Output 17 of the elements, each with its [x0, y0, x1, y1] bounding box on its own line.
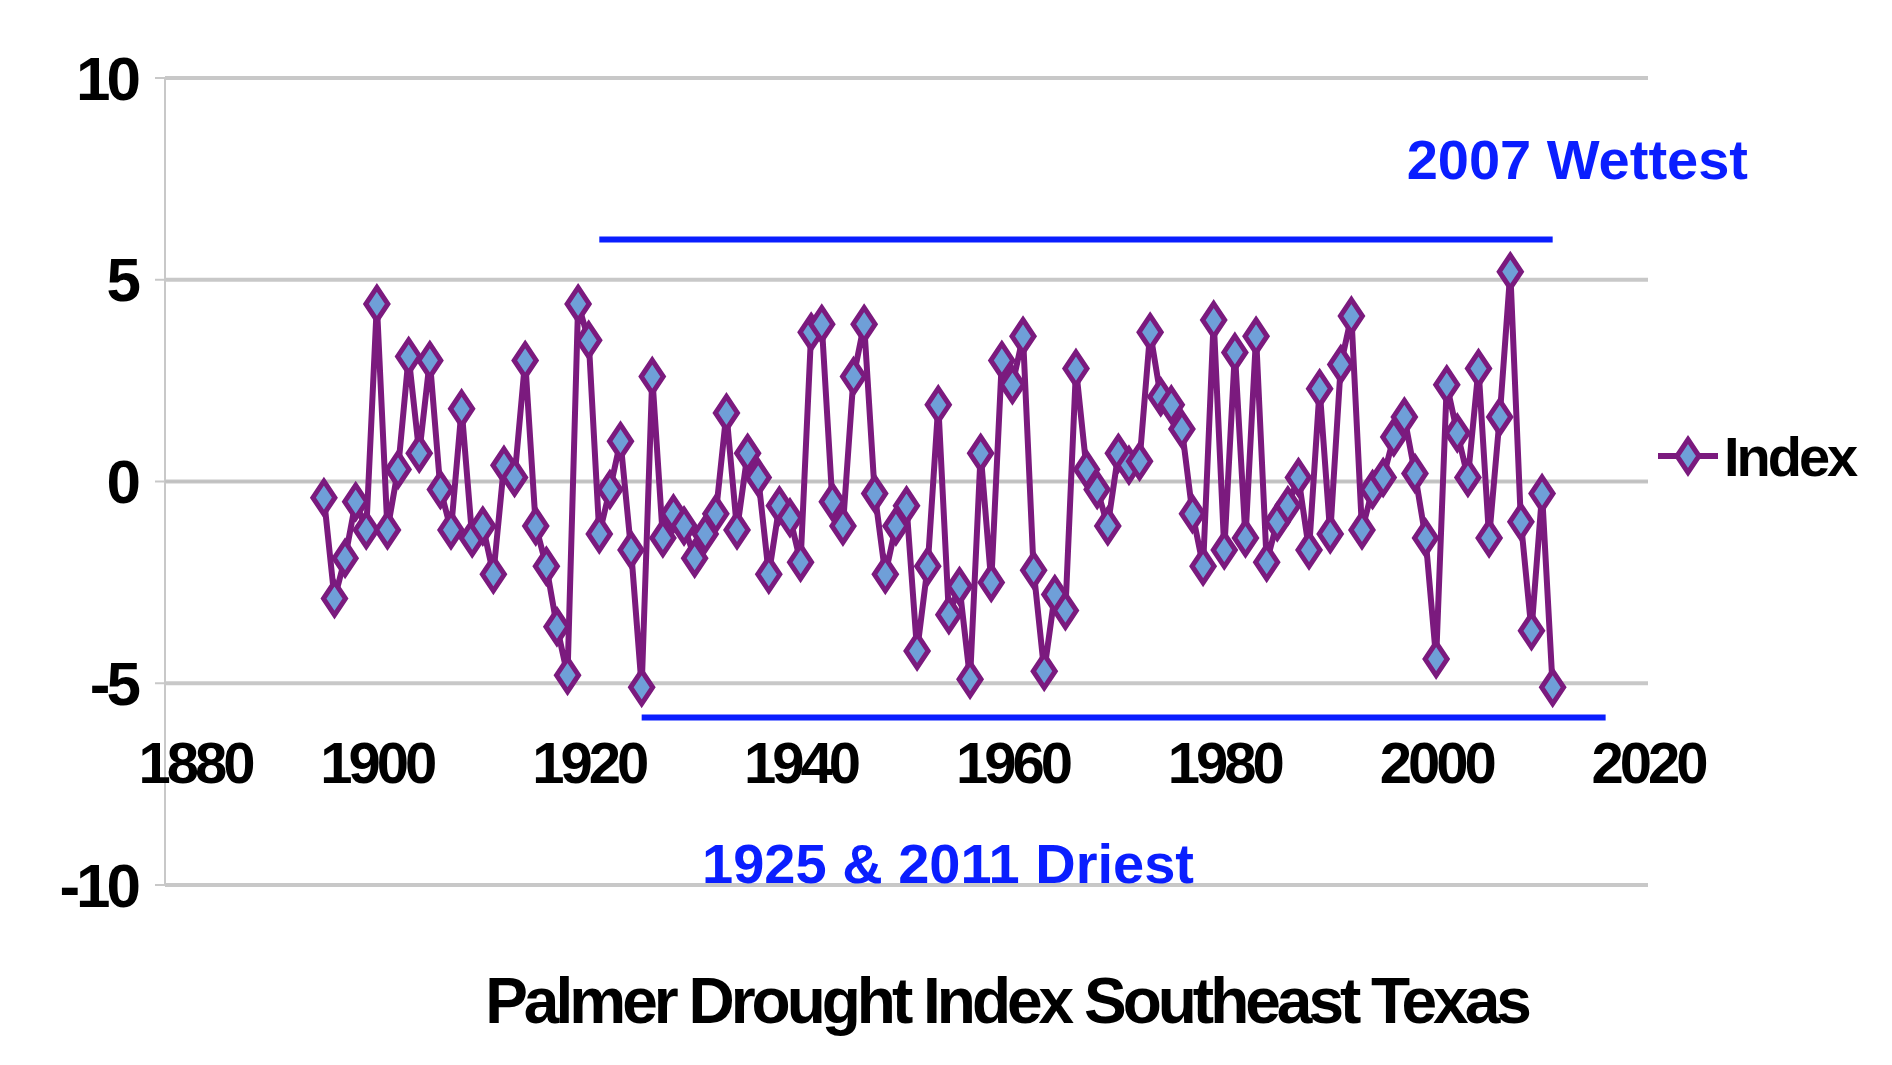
text: Palmer Drought Index Southeast Texas	[485, 965, 1530, 1037]
x-tick-label: 1920	[532, 730, 647, 795]
ref-line-label: 2007 Wettest	[1406, 128, 1748, 192]
y-tick-label: -5	[89, 648, 140, 718]
y-tick-label: 0	[106, 447, 139, 517]
y-tick-label: 5	[106, 245, 140, 315]
x-tick-label: 2000	[1379, 730, 1495, 795]
x-tick-label: 1940	[744, 730, 859, 795]
x-tick-label: 1960	[955, 730, 1071, 795]
x-tick-label: 1880	[138, 730, 254, 795]
y-tick-label: 10	[76, 43, 139, 113]
x-tick-label: 1900	[320, 730, 436, 795]
y-tick-label: -10	[59, 850, 139, 920]
legend-label: Index	[1724, 424, 1859, 488]
x-tick-label: 1980	[1167, 730, 1283, 795]
ref-line-label: 1925 & 2011 Driest	[702, 831, 1194, 895]
x-tick-label: 2020	[1591, 730, 1707, 795]
